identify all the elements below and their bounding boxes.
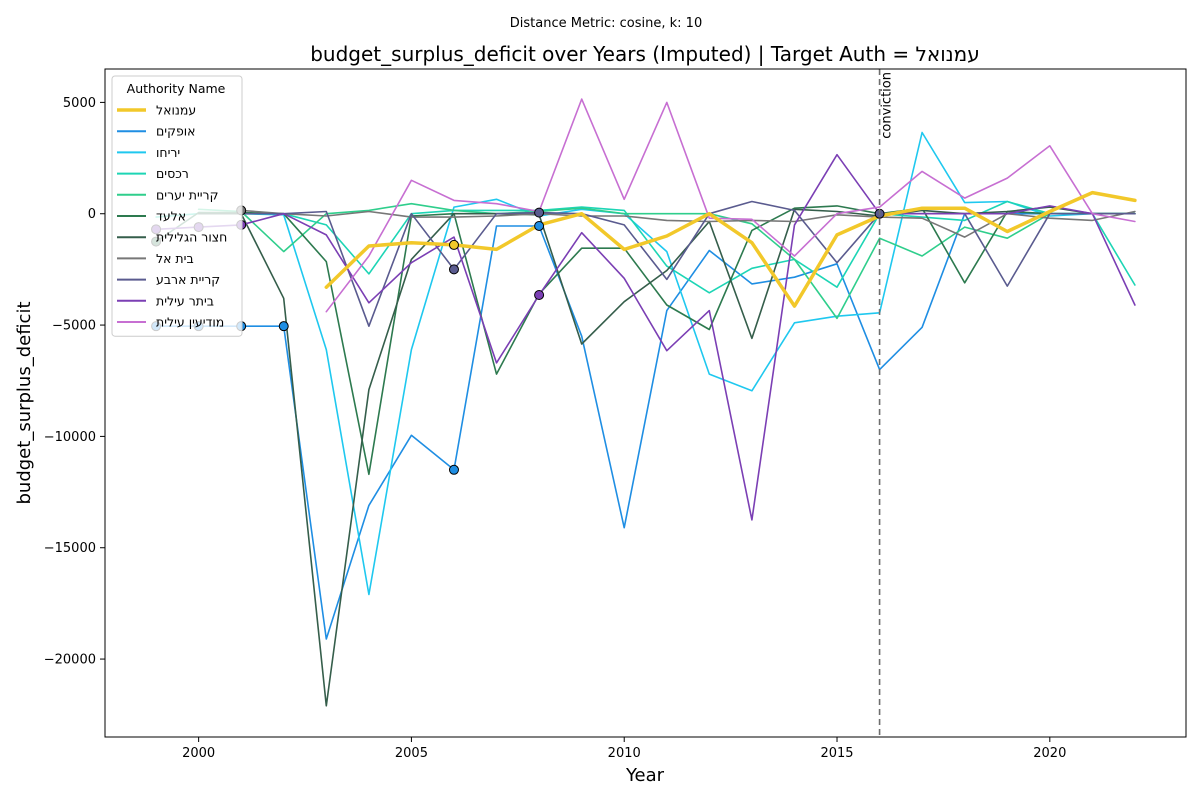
x-tick-label: 2010 <box>608 746 641 761</box>
legend-label: קריית יערים <box>156 187 218 202</box>
legend-title: Authority Name <box>127 81 226 96</box>
series-line-9 <box>240 200 1136 327</box>
event-annotation: conviction <box>878 69 895 737</box>
x-axis: 2000 2005 2010 2015 2020 <box>182 737 1066 761</box>
legend-label: חצור הגלילית <box>156 230 227 245</box>
series-line-3 <box>197 131 1136 596</box>
y-tick-label: 5000 <box>63 96 96 111</box>
legend-label: יריחו <box>156 145 180 160</box>
y-axis-title: budget_surplus_deficit <box>14 301 35 504</box>
legend-box <box>111 75 243 337</box>
series-line-1 <box>324 190 1137 308</box>
series-line-8 <box>240 209 1136 238</box>
legend-label: בית אל <box>156 251 194 266</box>
imputed-point <box>278 321 289 332</box>
x-tick-label: 2005 <box>395 746 428 761</box>
legend-label: רכסים <box>156 166 189 181</box>
imputed-point <box>534 220 545 231</box>
series-line-11 <box>325 98 1136 313</box>
imputed-point <box>448 239 459 250</box>
series-line-5 <box>197 202 1136 320</box>
y-tick-label: 0 <box>88 207 96 222</box>
imputed-point <box>448 464 459 475</box>
plot-area <box>105 69 1186 737</box>
series-line-6 <box>155 205 1136 476</box>
legend-label: אופקים <box>156 124 196 139</box>
x-tick-label: 2020 <box>1033 746 1066 761</box>
y-tick-label: −20000 <box>44 653 96 668</box>
y-tick-label: −10000 <box>44 430 96 445</box>
legend-label: עמנואל <box>156 103 196 118</box>
y-axis: 5000 0 −5000 −10000 −15000 −20000 <box>44 96 105 668</box>
legend: Authority Name עמנואל אופקים יריחו רכסים קריי… <box>111 75 243 337</box>
series-line-4 <box>155 200 1136 294</box>
legend-label: אלעד <box>156 209 186 224</box>
legend-label: ביתר עילית <box>156 293 214 308</box>
conviction-label: conviction <box>880 72 895 139</box>
chart-suptitle: Distance Metric: cosine, k: 10 <box>510 16 702 31</box>
x-tick-label: 2000 <box>182 746 215 761</box>
legend-label: קריית ארבע <box>156 272 220 287</box>
plot-border <box>104 68 1187 738</box>
legend-label: מודיעין עילית <box>156 315 224 330</box>
series-lines <box>155 98 1137 707</box>
imputed-point <box>534 207 545 218</box>
x-axis-title: Year <box>625 765 665 786</box>
imputed-point <box>534 290 545 301</box>
imputed-point <box>448 264 459 275</box>
x-tick-label: 2015 <box>820 746 853 761</box>
y-tick-label: −5000 <box>52 319 96 334</box>
chart-title: budget_surplus_deficit over Years (Imput… <box>310 42 980 66</box>
y-tick-label: −15000 <box>44 541 96 556</box>
